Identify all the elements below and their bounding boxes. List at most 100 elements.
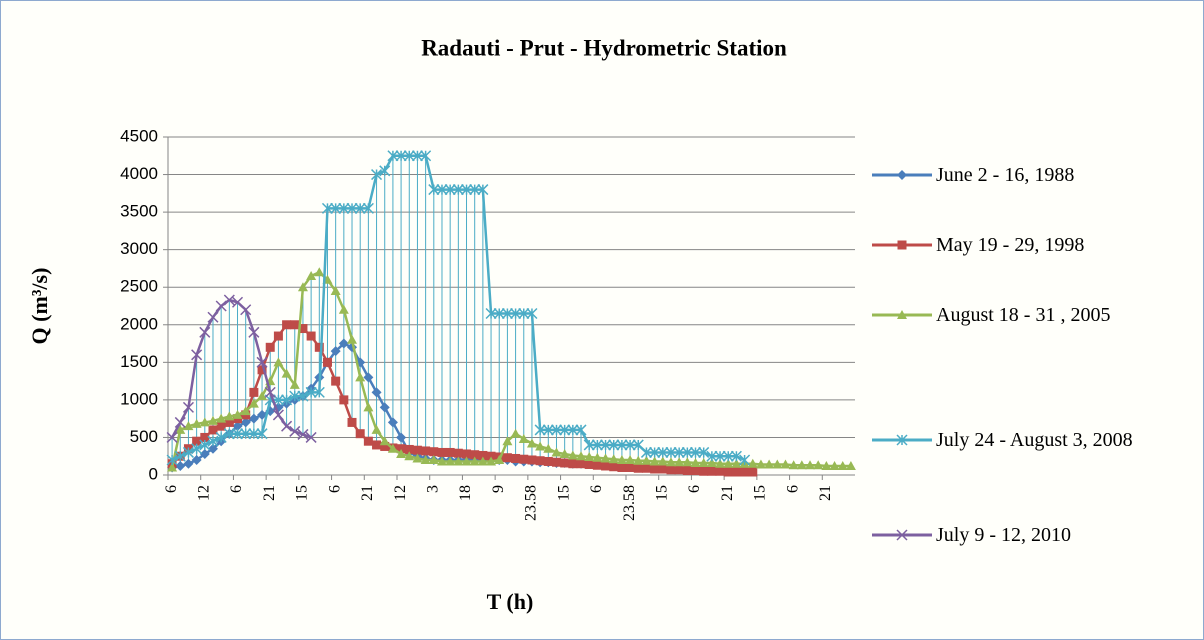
x-tick-label: 21 (261, 485, 278, 501)
data-point (412, 453, 423, 463)
x-tick-label: 6 (326, 485, 343, 493)
data-point (411, 150, 423, 162)
data-point (372, 440, 382, 450)
data-point (339, 395, 349, 405)
data-point (723, 458, 734, 468)
data-point (649, 456, 660, 466)
data-point (829, 460, 840, 470)
data-point (314, 342, 324, 352)
data-point (175, 460, 186, 471)
data-point (698, 457, 709, 467)
data-point (281, 368, 292, 378)
data-point (444, 184, 456, 196)
data-point (470, 450, 480, 460)
data-point (231, 428, 244, 440)
data-point (526, 438, 537, 448)
data-point (486, 451, 496, 461)
data-point (658, 464, 668, 474)
data-point (568, 459, 578, 469)
data-point (395, 150, 407, 162)
data-point (387, 417, 398, 428)
data-point (469, 184, 481, 196)
data-point (649, 446, 661, 458)
data-point (600, 439, 612, 451)
data-point (681, 446, 693, 458)
data-point (404, 451, 415, 461)
data-point (690, 457, 701, 467)
data-point (502, 453, 512, 463)
data-point (174, 450, 186, 462)
data-point (297, 390, 309, 402)
data-point (379, 402, 390, 413)
x-tick-label: 12 (392, 485, 409, 501)
data-point (534, 424, 546, 436)
data-point (199, 417, 210, 427)
data-point (600, 453, 611, 463)
data-point (592, 460, 602, 470)
data-point (453, 448, 463, 458)
data-point (731, 458, 742, 468)
x-tick-label: 6 (228, 485, 245, 493)
data-point (608, 454, 619, 464)
data-point (559, 424, 571, 436)
data-point (755, 459, 766, 469)
data-point (249, 387, 259, 397)
data-point (420, 150, 432, 162)
data-point (543, 443, 554, 453)
data-point (493, 307, 505, 320)
data-point (347, 417, 357, 427)
data-point (501, 307, 513, 320)
x-tick-label: 21 (817, 485, 834, 501)
data-point (624, 439, 636, 451)
data-point (780, 459, 791, 469)
data-point (469, 456, 480, 466)
data-point (845, 460, 856, 470)
data-point (609, 462, 619, 472)
data-point (551, 457, 561, 467)
data-point (355, 372, 366, 382)
data-point (191, 418, 202, 428)
data-point (207, 415, 218, 425)
data-point (421, 446, 431, 456)
y-tick-label: 0 (149, 464, 158, 483)
data-point (575, 424, 587, 436)
data-point (289, 425, 301, 437)
data-point (567, 450, 578, 460)
data-point (591, 439, 603, 451)
data-point (650, 464, 660, 474)
data-point (371, 387, 382, 398)
data-point (175, 424, 186, 434)
data-point (330, 202, 342, 214)
data-point (174, 416, 186, 428)
data-point (699, 466, 709, 476)
data-point (478, 450, 488, 460)
data-point (387, 150, 399, 162)
data-point (256, 356, 268, 368)
data-point (526, 307, 538, 320)
data-point (715, 466, 725, 476)
x-tick-label: 15 (555, 485, 572, 501)
data-point (698, 446, 710, 458)
legend-marker (897, 310, 907, 319)
x-tick-label: 21 (719, 485, 736, 501)
data-point (730, 450, 742, 462)
data-point (305, 431, 317, 443)
data-point (748, 467, 758, 477)
data-point (462, 449, 472, 459)
data-point (486, 456, 497, 466)
data-point (257, 391, 268, 401)
data-point (519, 454, 529, 464)
legend-label: August 18 - 31 , 2005 (936, 304, 1111, 326)
data-point (772, 459, 783, 469)
data-point (616, 454, 627, 464)
data-point (338, 202, 350, 214)
data-point (355, 429, 365, 439)
x-tick-label: 12 (195, 485, 212, 501)
data-point (633, 455, 644, 465)
data-point (510, 428, 521, 438)
data-point (584, 459, 594, 469)
data-point (510, 307, 522, 320)
data-point (617, 462, 627, 472)
data-point (550, 424, 563, 436)
